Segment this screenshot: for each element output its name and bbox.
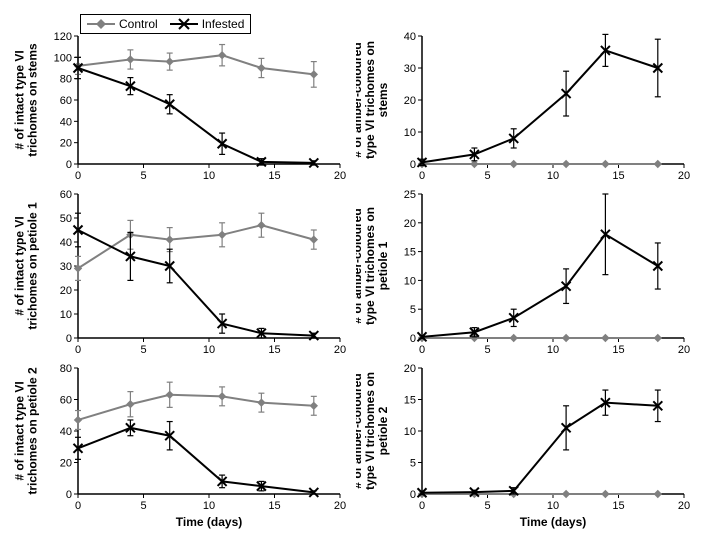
ytick-label: 80 xyxy=(60,74,72,86)
chart-grid: 02040608010012005101520# of intact type … xyxy=(12,12,690,530)
panel-3: 051015202505101520# of amber-colouredtyp… xyxy=(356,186,694,356)
panel-0: 0 20 40 60 80 100 120 0 5 10 15 20 # of intact type … xyxy=(12,12,350,182)
y-axis-label: stems xyxy=(376,82,390,117)
ytick-label: 5 xyxy=(410,304,416,316)
xtick-label: 20 xyxy=(334,170,346,182)
ytick-label: 5 xyxy=(410,458,416,470)
ytick-label: 15 xyxy=(404,395,416,407)
xtick-label: 5 xyxy=(484,344,490,356)
xtick-label: 5 xyxy=(140,170,146,182)
xtick-label: 10 xyxy=(547,170,559,182)
ytick-label: 0 xyxy=(410,489,416,501)
panel-2: 0 10 20 30 40 50 60 0 5 10 15 20 # of intact type VI… xyxy=(12,186,350,356)
panel-5: 0510152005101520# of amber-colouredtype … xyxy=(356,360,694,530)
y-axis-label: type VI trichomes on xyxy=(363,372,377,490)
xtick-label: 0 xyxy=(419,500,425,512)
y-axis-label: type VI trichomes on xyxy=(363,41,377,159)
chart-panel-0: 0 20 40 60 80 100 120 0 5 10 15 20 # of intact type … xyxy=(12,12,350,182)
xtick-label: 10 xyxy=(203,170,215,182)
xtick-label: 20 xyxy=(678,170,690,182)
ytick-label: 40 xyxy=(60,426,72,438)
y-axis-label: petiole 1 xyxy=(376,241,390,290)
xtick-label: 0 xyxy=(75,344,81,356)
xtick-label: 0 xyxy=(75,170,81,182)
legend-label-control: Control xyxy=(119,17,158,31)
xtick-label: 10 xyxy=(547,344,559,356)
ytick-label: 50 xyxy=(60,213,72,225)
y-axis-label: # of intact type VI xyxy=(13,50,27,149)
xtick-label: 5 xyxy=(140,344,146,356)
legend-label-infested: Infested xyxy=(202,17,245,31)
xtick-label: 20 xyxy=(678,344,690,356)
y-axis-label: trichomes on petiole 2 xyxy=(26,367,40,495)
x-axis-label: Time (days) xyxy=(176,515,242,529)
ytick-label: 0 xyxy=(410,159,416,171)
ytick-label: 30 xyxy=(404,63,416,75)
chart-panel-4: 0 20 40 60 80 0 5 10 15 20 # of intact type VItric… xyxy=(12,360,350,530)
xtick-label: 10 xyxy=(203,500,215,512)
ytick-label: 60 xyxy=(60,395,72,407)
ytick-label: 60 xyxy=(60,95,72,107)
xtick-label: 20 xyxy=(678,500,690,512)
ytick-label: 40 xyxy=(60,237,72,249)
y-axis-label: # of intact type VI xyxy=(13,381,27,480)
xtick-label: 5 xyxy=(484,170,490,182)
xtick-label: 15 xyxy=(612,170,624,182)
xtick-label: 15 xyxy=(268,344,280,356)
ytick-label: 80 xyxy=(60,363,72,375)
ytick-label: 20 xyxy=(404,95,416,107)
xtick-label: 15 xyxy=(612,500,624,512)
xtick-label: 20 xyxy=(334,500,346,512)
y-axis-label: # of intact type VI xyxy=(13,216,27,315)
ytick-label: 10 xyxy=(60,309,72,321)
ytick-label: 60 xyxy=(60,189,72,201)
ytick-label: 15 xyxy=(404,247,416,259)
xtick-label: 0 xyxy=(419,170,425,182)
ytick-label: 0 xyxy=(66,333,72,345)
ytick-label: 10 xyxy=(404,127,416,139)
ytick-label: 40 xyxy=(60,116,72,128)
chart-panel-3: 051015202505101520# of amber-colouredtyp… xyxy=(356,186,694,356)
ytick-label: 30 xyxy=(60,261,72,273)
xtick-label: 10 xyxy=(547,500,559,512)
ytick-label: 25 xyxy=(404,189,416,201)
xtick-label: 0 xyxy=(419,344,425,356)
xtick-label: 20 xyxy=(334,344,346,356)
ytick-label: 0 xyxy=(410,333,416,345)
chart-panel-2: 0 10 20 30 40 50 60 0 5 10 15 20 # of intact type VI… xyxy=(12,186,350,356)
xtick-label: 5 xyxy=(484,500,490,512)
ytick-label: 0 xyxy=(66,159,72,171)
ytick-label: 20 xyxy=(60,458,72,470)
ytick-label: 20 xyxy=(404,363,416,375)
xtick-label: 5 xyxy=(140,500,146,512)
y-axis-label: type VI trichomes on xyxy=(363,207,377,325)
legend-item-infested: Infested xyxy=(170,17,245,31)
ytick-label: 40 xyxy=(404,31,416,43)
ytick-label: 100 xyxy=(54,52,72,64)
y-axis-label: trichomes on petiole 1 xyxy=(26,202,40,330)
ytick-label: 20 xyxy=(60,285,72,297)
chart-panel-1: 01020304005101520# of amber-colouredtype… xyxy=(356,12,694,182)
ytick-label: 0 xyxy=(66,489,72,501)
y-axis-label: trichomes on stems xyxy=(26,43,40,157)
legend: Control Infested xyxy=(80,14,251,34)
xtick-label: 10 xyxy=(203,344,215,356)
xtick-label: 15 xyxy=(268,170,280,182)
panel-4: 0 20 40 60 80 0 5 10 15 20 # of intact type VItric… xyxy=(12,360,350,530)
xtick-label: 15 xyxy=(612,344,624,356)
x-axis-label: Time (days) xyxy=(520,515,586,529)
legend-item-control: Control xyxy=(87,17,158,31)
chart-panel-5: 0510152005101520# of amber-colouredtype … xyxy=(356,360,694,530)
y-axis-label: petiole 2 xyxy=(376,406,390,455)
ytick-label: 20 xyxy=(404,218,416,230)
ytick-label: 20 xyxy=(60,138,72,150)
xtick-label: 15 xyxy=(268,500,280,512)
ytick-label: 120 xyxy=(54,31,72,43)
ytick-label: 10 xyxy=(404,275,416,287)
panel-1: 01020304005101520# of amber-colouredtype… xyxy=(356,12,694,182)
ytick-label: 10 xyxy=(404,426,416,438)
xtick-label: 0 xyxy=(75,500,81,512)
